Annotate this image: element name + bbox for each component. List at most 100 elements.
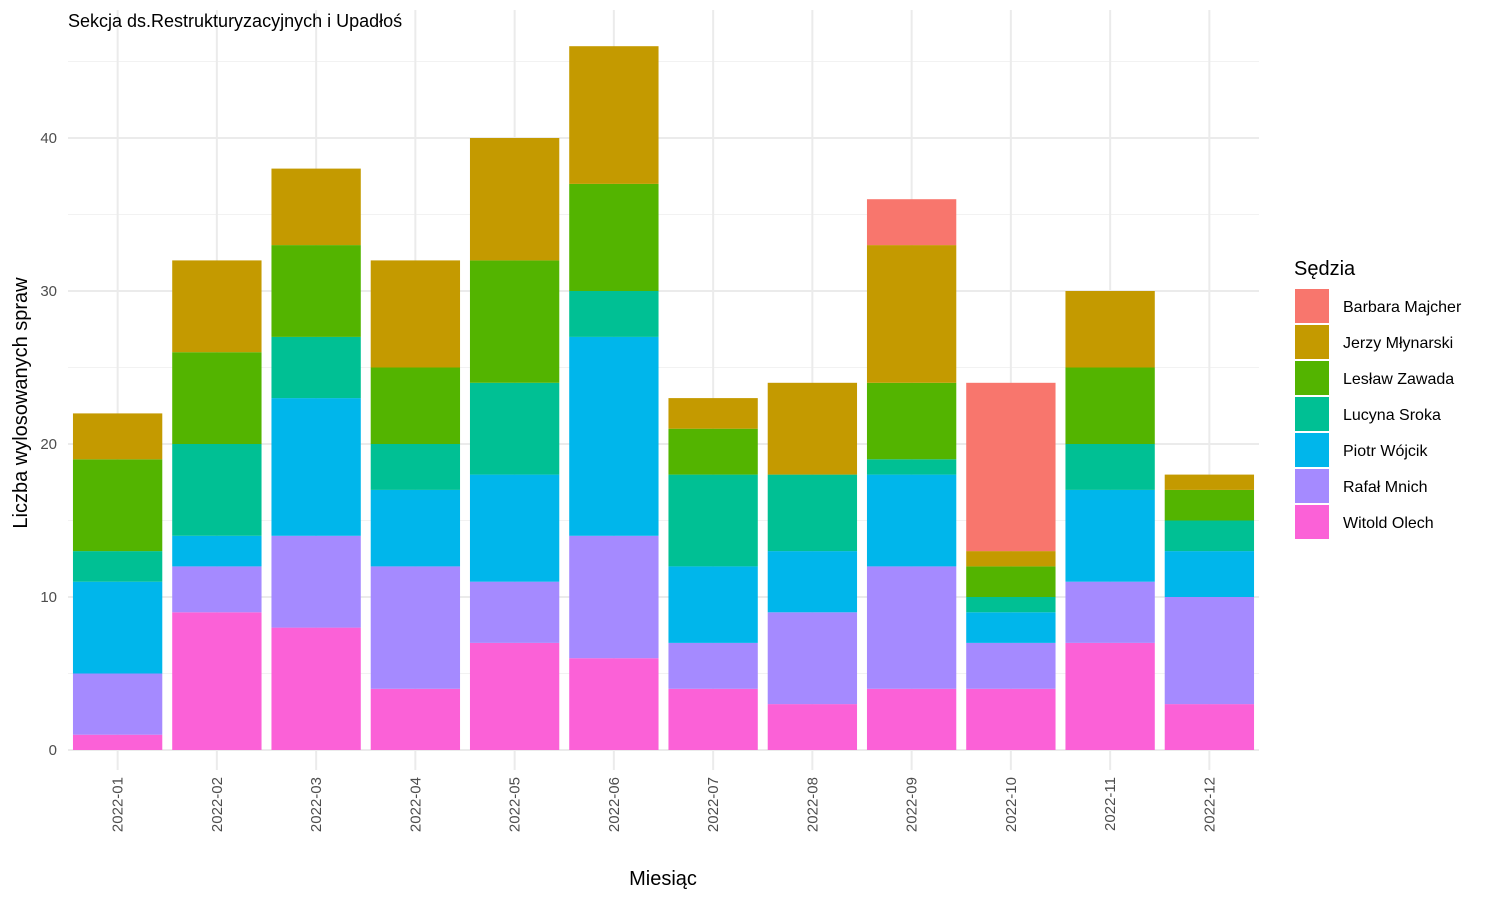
bar-segment xyxy=(172,536,261,567)
bar-segment xyxy=(271,169,360,246)
bar-segment xyxy=(1065,490,1154,582)
x-tick-label: 2022-03 xyxy=(308,777,325,832)
legend-label: Lesław Zawada xyxy=(1343,371,1454,388)
legend-swatch xyxy=(1295,433,1329,467)
bar-segment xyxy=(73,582,162,674)
bar-segment xyxy=(1165,521,1254,552)
bar-segment xyxy=(668,398,757,429)
bar-segment xyxy=(668,475,757,567)
x-tick-label: 2022-11 xyxy=(1102,777,1119,831)
bar-segment xyxy=(867,245,956,383)
bar-segment xyxy=(73,735,162,750)
legend-label: Lucyna Sroka xyxy=(1343,407,1441,424)
y-tick-label: 30 xyxy=(40,283,57,300)
bar-segment xyxy=(73,459,162,551)
bar-segment xyxy=(371,444,460,490)
bar-segment xyxy=(470,475,559,582)
bar-segment xyxy=(371,368,460,445)
bar-segment xyxy=(1165,551,1254,597)
bar-segment xyxy=(768,612,857,704)
y-tick-label: 40 xyxy=(40,130,57,147)
y-tick-label: 10 xyxy=(40,589,57,606)
bar-segment xyxy=(569,184,658,291)
bar-segment xyxy=(768,551,857,612)
bar-segment xyxy=(371,566,460,688)
bar-segment xyxy=(73,674,162,735)
stacked-bar-chart: 010203040 2022-01 2022-02 2022-03 2022-04 20… xyxy=(0,0,1500,900)
bar-segment xyxy=(966,551,1055,566)
legend-swatch xyxy=(1295,325,1329,359)
bar-segment xyxy=(966,597,1055,612)
bar-segment xyxy=(867,475,956,567)
bar-segment xyxy=(470,582,559,643)
bar-segment xyxy=(867,689,956,750)
y-axis-title: Liczba wylosowanych spraw xyxy=(10,277,32,529)
bar-segment xyxy=(73,551,162,582)
x-tick-label: 2022-02 xyxy=(209,777,226,832)
bar-segment xyxy=(966,566,1055,597)
y-tick-labels: 0 10 20 30 40 xyxy=(40,130,57,759)
y-tick-label: 20 xyxy=(40,436,57,453)
bar-segment xyxy=(1165,704,1254,750)
x-tick-label: 2022-12 xyxy=(1201,777,1218,832)
bar-segment xyxy=(768,704,857,750)
bar-segment xyxy=(867,566,956,688)
bar-segment xyxy=(668,689,757,750)
bar-segment xyxy=(1065,444,1154,490)
bar-segment xyxy=(271,628,360,750)
bar-segment xyxy=(867,459,956,474)
bars xyxy=(73,46,1254,750)
bar-segment xyxy=(867,383,956,460)
legend-label: Witold Olech xyxy=(1343,515,1434,532)
bar-segment xyxy=(172,260,261,352)
x-tick-label: 2022-07 xyxy=(705,777,722,832)
bar-segment xyxy=(569,46,658,184)
bar-segment xyxy=(569,658,658,750)
bar-segment xyxy=(470,260,559,382)
bar-segment xyxy=(271,337,360,398)
bar-segment xyxy=(768,475,857,551)
bar-segment xyxy=(271,245,360,337)
chart-title: Sekcja ds.Restrukturyzacyjnych i Upadłoś xyxy=(68,11,402,31)
y-tick-label: 0 xyxy=(49,742,57,759)
bar-segment xyxy=(172,612,261,750)
bar-segment xyxy=(172,566,261,612)
legend: Sędzia Barbara Majcher Jerzy Młynarski Les… xyxy=(1294,258,1462,539)
x-tick-label: 2022-09 xyxy=(904,777,921,832)
bar-segment xyxy=(470,138,559,260)
legend-swatch xyxy=(1295,361,1329,395)
bar-segment xyxy=(966,643,1055,689)
x-tick-labels: 2022-01 2022-02 2022-03 2022-04 2022-05 2022-… xyxy=(110,777,1219,832)
legend-swatch xyxy=(1295,505,1329,539)
bar-segment xyxy=(668,566,757,643)
x-tick-label: 2022-06 xyxy=(606,777,623,832)
bar-segment xyxy=(966,383,1055,551)
legend-label: Rafał Mnich xyxy=(1343,479,1427,496)
bar-segment xyxy=(1165,597,1254,704)
bar-segment xyxy=(569,337,658,536)
x-tick-label: 2022-05 xyxy=(507,777,524,832)
legend-label: Piotr Wójcik xyxy=(1343,443,1428,460)
legend-swatch xyxy=(1295,289,1329,323)
bar-segment xyxy=(966,612,1055,643)
x-tick-label: 2022-01 xyxy=(110,777,127,832)
legend-title: Sędzia xyxy=(1294,258,1356,280)
bar-segment xyxy=(271,536,360,628)
legend-label: Jerzy Młynarski xyxy=(1343,335,1453,352)
bar-segment xyxy=(470,383,559,475)
bar-segment xyxy=(1165,475,1254,490)
bar-segment xyxy=(470,643,559,750)
bar-segment xyxy=(768,383,857,475)
bar-segment xyxy=(966,689,1055,750)
x-tick-label: 2022-10 xyxy=(1003,777,1020,832)
bar-segment xyxy=(172,444,261,536)
x-tick-label: 2022-08 xyxy=(804,777,821,832)
bar-segment xyxy=(1065,291,1154,368)
legend-swatch xyxy=(1295,397,1329,431)
bar-segment xyxy=(271,398,360,536)
legend-label: Barbara Majcher xyxy=(1343,299,1462,316)
bar-segment xyxy=(569,291,658,337)
x-axis-title: Miesiąc xyxy=(629,868,697,890)
bar-segment xyxy=(1065,368,1154,445)
bar-segment xyxy=(668,429,757,475)
